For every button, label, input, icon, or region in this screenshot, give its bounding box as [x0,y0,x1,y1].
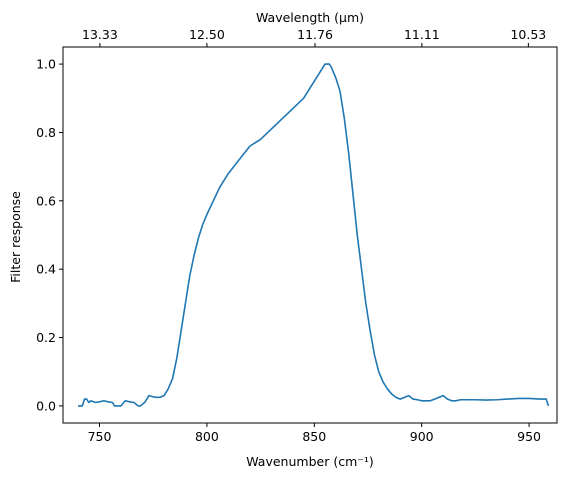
plot-marks [78,63,550,407]
x-tick-label: 850 [302,429,326,444]
top-tick-label: 12.50 [189,27,225,42]
y-tick-label: 1.0 [36,57,56,72]
y-axis-label: Filter response [8,191,23,283]
top-tick-label: 10.53 [510,27,546,42]
top-axis-label: Wavelength (μm) [256,10,364,25]
y-tick-label: 0.8 [36,125,56,140]
y-tick-label: 0.0 [36,398,56,413]
x-tick-label: 950 [517,429,541,444]
top-axis: 13.33 12.50 11.76 11.11 10.53 [82,27,546,47]
y-tick-label: 0.6 [36,193,56,208]
top-tick-label: 13.33 [82,27,118,42]
y-tick-label: 0.4 [36,262,56,277]
plot-frame [62,46,558,424]
x-tick-label: 750 [88,429,112,444]
left-axis: 0.0 0.2 0.4 0.6 0.8 1.0 [36,57,63,413]
top-tick-label: 11.76 [297,27,333,42]
top-tick-label: 11.11 [404,27,440,42]
x-axis-label: Wavenumber (cm⁻¹) [246,454,373,469]
series-line-0 [78,63,550,407]
x-tick-label: 900 [410,429,434,444]
y-tick-label: 0.2 [36,330,56,345]
bottom-axis: 750 800 850 900 950 [88,423,541,444]
x-tick-label: 800 [195,429,219,444]
